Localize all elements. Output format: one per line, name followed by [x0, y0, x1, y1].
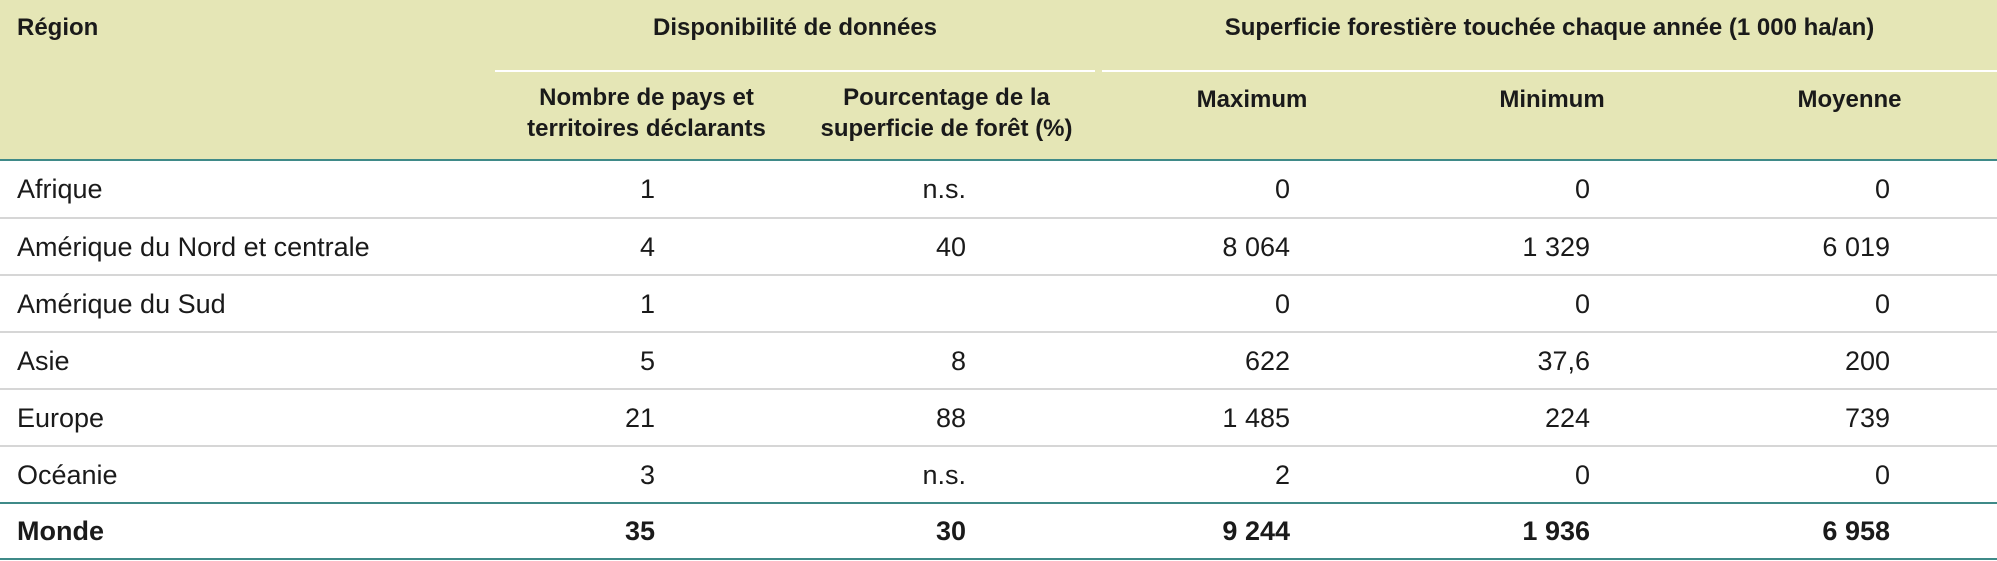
header-mean: Moyenne [1797, 86, 1902, 113]
cell-percent: 40 [935, 232, 966, 262]
cell-min: 0 [1574, 174, 1590, 204]
header-group-availability: Disponibilité de données [652, 14, 938, 41]
group-rule-area [1102, 70, 1997, 72]
cell-countries: 35 [624, 516, 655, 546]
cell-percent [800, 276, 966, 332]
cell-countries: 3 [639, 460, 655, 490]
cell-region: Afrique [17, 174, 103, 204]
cell-region: Amérique du Nord et centrale [17, 232, 370, 262]
cell-max: 9 244 [1222, 516, 1290, 546]
header-countries-line1: Nombre de pays et [539, 84, 754, 111]
group-rule-availability [495, 70, 1095, 72]
header-percent-line2: superficie de forêt (%) [820, 115, 1073, 142]
cell-mean: 0 [1874, 174, 1890, 204]
cell-max: 0 [1274, 174, 1290, 204]
cell-min: 224 [1544, 403, 1590, 433]
header-countries-line2: territoires déclarants [527, 115, 766, 142]
cell-region: Europe [17, 403, 105, 433]
cell-min: 1 936 [1522, 516, 1590, 546]
cell-mean: 739 [1844, 403, 1890, 433]
cell-mean: 200 [1844, 346, 1890, 376]
header-group-area: Superficie forestière touchée chaque ann… [1224, 14, 1875, 41]
cell-percent: n.s. [922, 174, 966, 204]
total-top-rule [0, 502, 1997, 504]
cell-region: Monde [17, 516, 104, 546]
cell-min: 0 [1574, 460, 1590, 490]
row-divider [0, 445, 1997, 447]
header-max: Maximum [1196, 86, 1308, 113]
row-divider [0, 274, 1997, 276]
table-header: Région Disponibilité de données Superfic… [0, 0, 1997, 160]
header-countries: Nombre de pays et territoires déclarants [495, 82, 798, 144]
cell-countries: 1 [639, 174, 655, 204]
cell-region: Amérique du Sud [17, 289, 226, 319]
table-bottom-rule [0, 558, 1997, 560]
cell-max: 0 [1274, 289, 1290, 319]
row-divider [0, 331, 1997, 333]
header-bottom-rule [0, 159, 1997, 161]
cell-percent: 8 [950, 346, 966, 376]
cell-region: Asie [17, 346, 70, 376]
header-percent: Pourcentage de la superficie de forêt (%… [798, 82, 1095, 144]
cell-min: 1 329 [1522, 232, 1590, 262]
cell-countries: 21 [624, 403, 655, 433]
cell-percent: n.s. [922, 460, 966, 490]
row-divider [0, 388, 1997, 390]
cell-percent: 30 [935, 516, 966, 546]
cell-countries: 1 [639, 289, 655, 319]
header-region: Région [17, 14, 99, 41]
cell-countries: 4 [639, 232, 655, 262]
cell-percent: 88 [935, 403, 966, 433]
cell-max: 1 485 [1222, 403, 1290, 433]
cell-region: Océanie [17, 460, 118, 490]
cell-min: 0 [1574, 289, 1590, 319]
cell-mean: 0 [1874, 460, 1890, 490]
cell-min: 37,6 [1537, 346, 1590, 376]
header-min: Minimum [1499, 86, 1605, 113]
cell-max: 2 [1274, 460, 1290, 490]
cell-mean: 6 019 [1822, 232, 1890, 262]
row-divider [0, 217, 1997, 219]
header-percent-line1: Pourcentage de la [843, 84, 1050, 111]
cell-mean: 6 958 [1822, 516, 1890, 546]
cell-max: 8 064 [1222, 232, 1290, 262]
cell-countries: 5 [639, 346, 655, 376]
cell-mean: 0 [1874, 289, 1890, 319]
cell-max: 622 [1244, 346, 1290, 376]
